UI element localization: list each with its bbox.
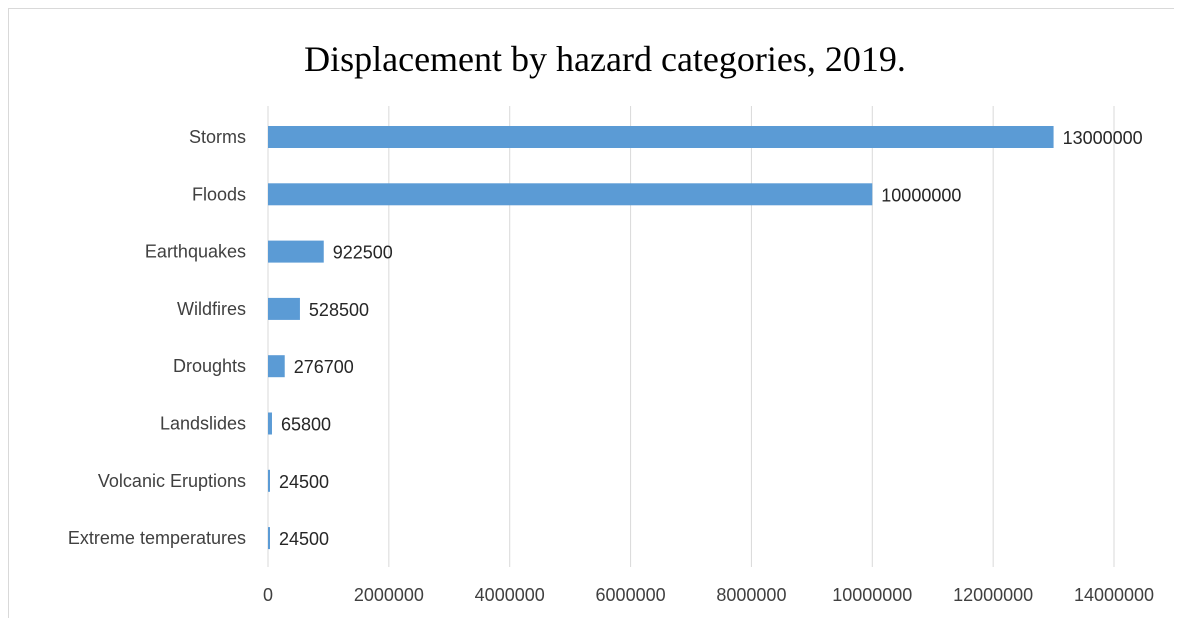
data-label: 13000000 [1063,128,1143,148]
data-label: 24500 [279,472,329,492]
bar [268,183,873,206]
chart-title: Displacement by hazard categories, 2019. [304,39,906,79]
category-label: Droughts [173,356,246,376]
bar [268,240,324,263]
value-labels: 13000000 10000000 922500 528500 276700 65800 2… [279,128,1143,549]
x-tick-label: 6000000 [596,585,666,605]
gridlines [267,106,1115,567]
data-label: 10000000 [881,185,961,205]
category-label: Landslides [160,414,246,434]
category-label: Earthquakes [145,242,246,262]
bars [268,126,1054,550]
x-tick-label: 8000000 [716,585,786,605]
bar [268,469,270,492]
bar [268,297,300,320]
category-label: Wildfires [177,299,246,319]
data-label: 65800 [281,415,331,435]
data-label: 922500 [333,243,393,263]
x-tick-label: 10000000 [832,585,912,605]
category-label: Extreme temperatures [68,528,246,548]
chart-frame [8,8,1174,618]
x-tick-label: 0 [263,585,273,605]
category-label: Storms [189,127,246,147]
bar [268,412,272,435]
x-tick-label: 14000000 [1074,585,1154,605]
bar [268,355,285,378]
bar [268,126,1054,148]
x-axis-tick-labels: 0 2000000 4000000 6000000 8000000 10000000 120… [263,585,1154,605]
data-label: 24500 [279,529,329,549]
data-label: 276700 [294,357,354,377]
category-label: Volcanic Eruptions [98,471,246,491]
x-tick-label: 12000000 [953,585,1033,605]
data-label: 528500 [309,300,369,320]
x-tick-label: 4000000 [475,585,545,605]
category-labels: Storms Floods Earthquakes Wildfires Droughts… [68,127,246,548]
category-label: Floods [192,184,246,204]
x-tick-label: 2000000 [354,585,424,605]
bar [268,527,270,550]
